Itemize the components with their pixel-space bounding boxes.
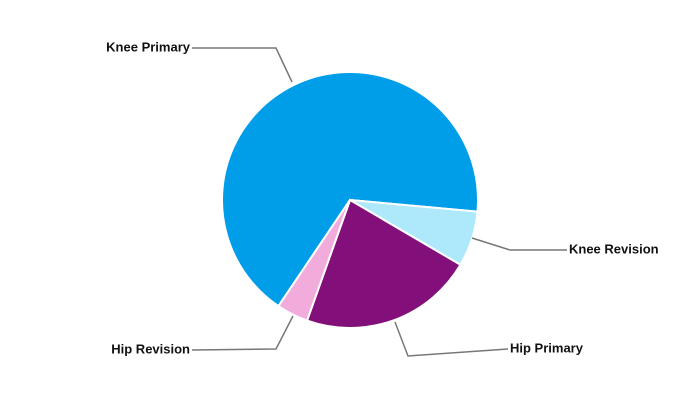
slice-label: Hip Revision [111, 341, 190, 356]
pie-slice [277, 199, 351, 322]
slice-label: Knee Primary [106, 39, 191, 54]
pie-slice [221, 71, 479, 308]
leader-line [394, 321, 509, 357]
pie-slice [305, 198, 462, 329]
slice-label: Hip Primary [510, 340, 584, 355]
leader-line [191, 315, 294, 351]
slice-label: Knee Revision [569, 241, 659, 256]
leader-line [192, 47, 293, 83]
leader-line [471, 237, 567, 251]
